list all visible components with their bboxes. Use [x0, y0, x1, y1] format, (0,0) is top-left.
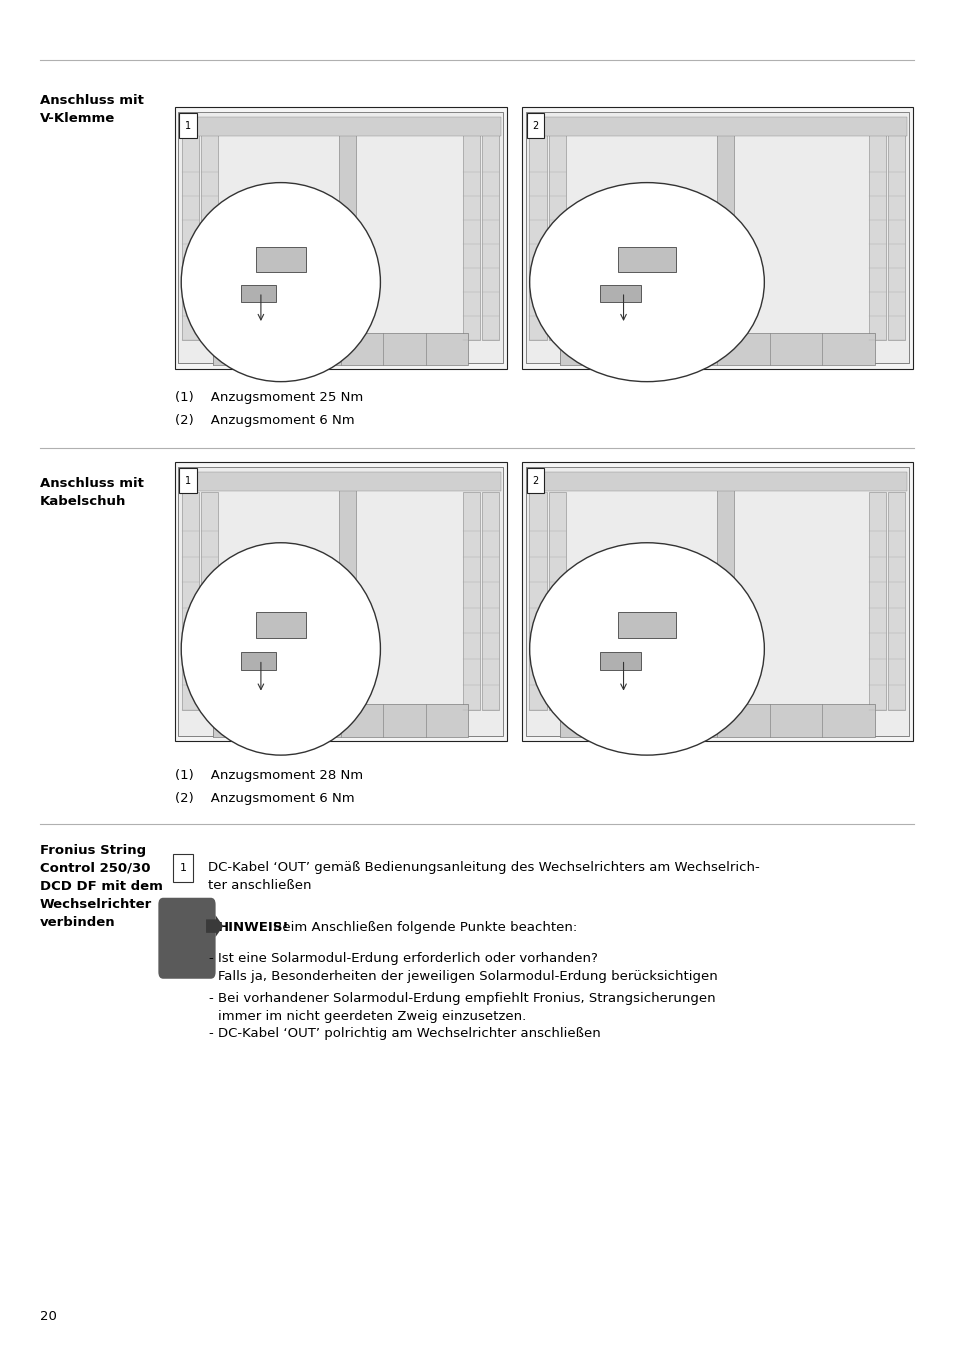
- Text: (2)    Anzugsmoment 6 Nm: (2) Anzugsmoment 6 Nm: [174, 792, 354, 806]
- Bar: [527, 117, 906, 136]
- Ellipse shape: [529, 182, 763, 382]
- Text: (1)    Anzugsmoment 28 Nm: (1) Anzugsmoment 28 Nm: [174, 769, 362, 783]
- Text: (1)    Anzugsmoment 25 Nm: (1) Anzugsmoment 25 Nm: [174, 392, 362, 405]
- Bar: [173, 855, 193, 882]
- Text: HINWEIS!: HINWEIS!: [217, 921, 289, 934]
- Bar: [529, 493, 546, 710]
- Text: 1: 1: [185, 475, 191, 486]
- Bar: [481, 135, 498, 340]
- Bar: [559, 703, 874, 737]
- Bar: [599, 652, 640, 670]
- Bar: [241, 652, 275, 670]
- Text: (2)    Anzugsmoment 6 Nm: (2) Anzugsmoment 6 Nm: [174, 414, 354, 428]
- Bar: [481, 493, 498, 710]
- Bar: [559, 333, 874, 364]
- Bar: [174, 107, 506, 369]
- Text: -: -: [208, 1027, 213, 1041]
- Bar: [241, 285, 275, 302]
- Bar: [201, 493, 218, 710]
- Text: -: -: [208, 952, 213, 965]
- Bar: [462, 135, 479, 340]
- Bar: [521, 107, 912, 369]
- Text: 1: 1: [179, 863, 187, 873]
- Bar: [526, 113, 543, 138]
- Bar: [617, 247, 676, 273]
- Ellipse shape: [181, 182, 380, 382]
- Ellipse shape: [181, 543, 380, 755]
- Bar: [255, 612, 305, 639]
- Bar: [182, 493, 199, 710]
- Bar: [178, 467, 502, 736]
- Text: Ist eine Solarmodul-Erdung erforderlich oder vorhanden?
Falls ja, Besonderheiten: Ist eine Solarmodul-Erdung erforderlich …: [217, 952, 717, 983]
- Bar: [338, 128, 355, 352]
- Bar: [174, 462, 506, 741]
- Text: Fronius String
Control 250/30
DCD DF mit dem
Wechselrichter
verbinden: Fronius String Control 250/30 DCD DF mit…: [40, 844, 163, 929]
- Bar: [338, 485, 355, 725]
- Bar: [521, 462, 912, 741]
- Bar: [179, 113, 196, 138]
- Bar: [887, 135, 904, 340]
- Bar: [182, 135, 199, 340]
- Text: Anschluss mit
Kabelschuh: Anschluss mit Kabelschuh: [40, 477, 144, 508]
- Ellipse shape: [529, 543, 763, 755]
- Bar: [548, 493, 565, 710]
- Bar: [526, 468, 543, 493]
- Bar: [868, 493, 885, 710]
- Bar: [716, 128, 733, 352]
- Text: 2: 2: [532, 475, 537, 486]
- FancyBboxPatch shape: [158, 898, 215, 979]
- Bar: [525, 112, 908, 363]
- Bar: [868, 135, 885, 340]
- Bar: [887, 493, 904, 710]
- Bar: [201, 135, 218, 340]
- Bar: [213, 333, 468, 364]
- Bar: [716, 485, 733, 725]
- Bar: [179, 468, 196, 493]
- Bar: [255, 247, 305, 273]
- Bar: [178, 112, 502, 363]
- Text: Beim Anschließen folgende Punkte beachten:: Beim Anschließen folgende Punkte beachte…: [269, 921, 578, 934]
- Bar: [525, 467, 908, 736]
- Bar: [599, 285, 640, 302]
- Text: DC-Kabel ‘OUT’ gemäß Bedienungsanleitung des Wechselrichters am Wechselrich-
ter: DC-Kabel ‘OUT’ gemäß Bedienungsanleitung…: [208, 861, 759, 892]
- Bar: [548, 135, 565, 340]
- Bar: [213, 703, 468, 737]
- Bar: [462, 493, 479, 710]
- Text: 1: 1: [185, 120, 191, 131]
- Bar: [180, 117, 500, 136]
- Text: -: -: [208, 992, 213, 1006]
- Bar: [180, 472, 500, 491]
- Text: 2: 2: [532, 120, 537, 131]
- FancyArrow shape: [206, 915, 223, 937]
- Bar: [617, 612, 676, 639]
- Text: 20: 20: [40, 1310, 57, 1323]
- Bar: [529, 135, 546, 340]
- Text: DC-Kabel ‘OUT’ polrichtig am Wechselrichter anschließen: DC-Kabel ‘OUT’ polrichtig am Wechselrich…: [217, 1027, 599, 1041]
- Text: Bei vorhandener Solarmodul-Erdung empfiehlt Fronius, Strangsicherungen
immer im : Bei vorhandener Solarmodul-Erdung empfie…: [217, 992, 715, 1023]
- Text: Anschluss mit
V-Klemme: Anschluss mit V-Klemme: [40, 95, 144, 126]
- Bar: [527, 472, 906, 491]
